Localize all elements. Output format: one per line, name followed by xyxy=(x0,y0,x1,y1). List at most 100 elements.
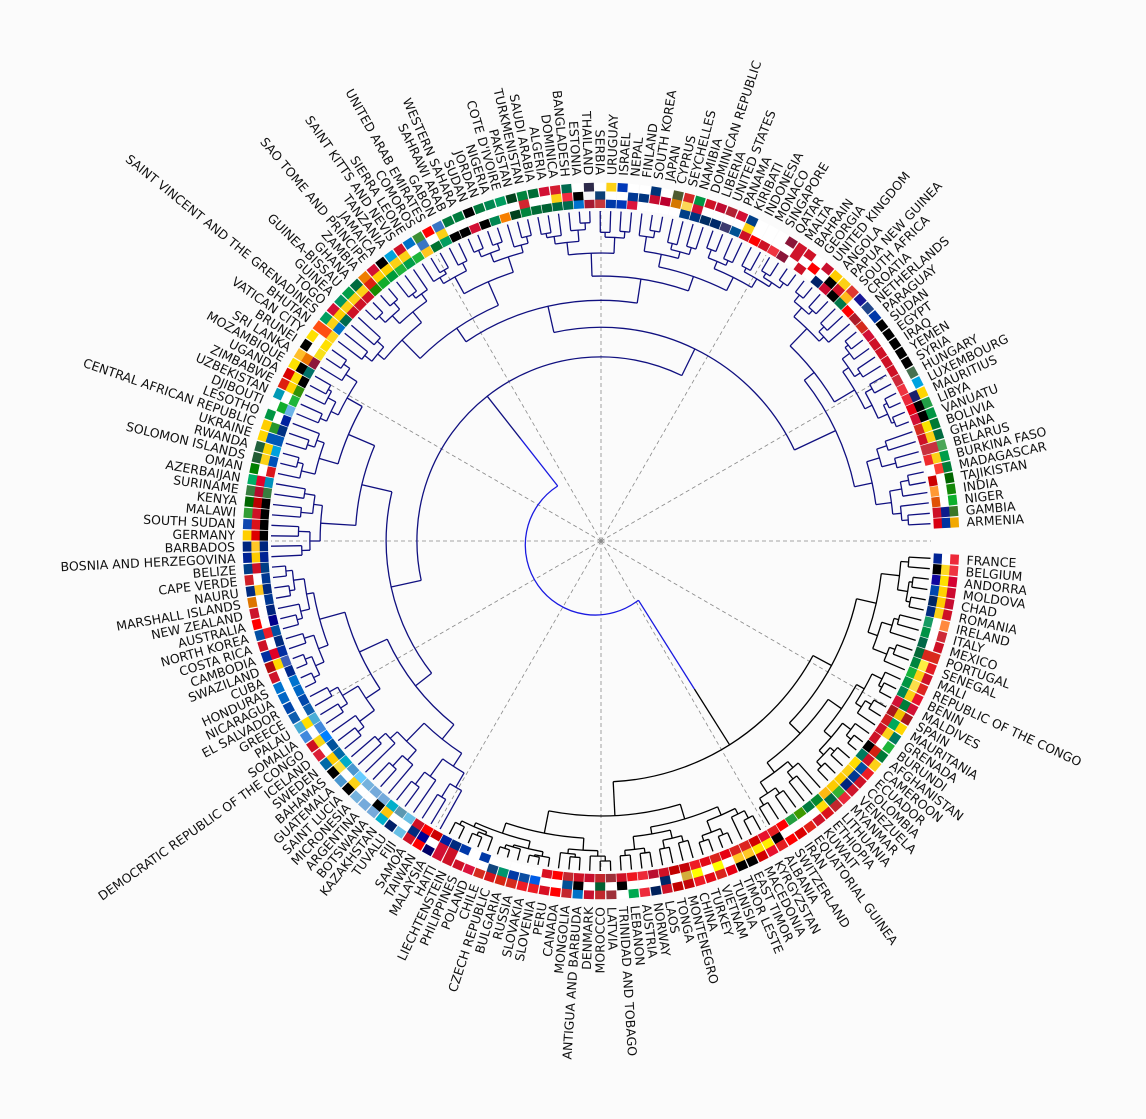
flag-stripe xyxy=(572,191,584,201)
branch-arc xyxy=(706,807,736,822)
flag-stripe xyxy=(249,462,260,475)
flag-algeria xyxy=(538,186,553,214)
flag-stripe xyxy=(693,195,706,207)
flag-stripe xyxy=(935,596,947,609)
flag-stripe xyxy=(562,200,574,211)
flag-ghana xyxy=(917,428,945,446)
flag-nauru xyxy=(245,583,273,597)
branch-arc xyxy=(872,622,883,649)
branch-segment xyxy=(824,762,836,774)
flag-stripe xyxy=(627,192,639,202)
flag-stripe xyxy=(452,859,465,872)
flag-stripe xyxy=(784,256,798,269)
flag-stripe xyxy=(605,873,617,883)
flag-equatorial-guinea xyxy=(793,806,817,834)
branch-segment xyxy=(786,771,794,780)
branch-arc xyxy=(337,381,358,416)
flag-stripe xyxy=(334,774,348,788)
flag-stripe xyxy=(325,330,339,344)
leaf-label-japan: JAPAN xyxy=(662,144,684,184)
branch-segment xyxy=(612,781,616,816)
root-link xyxy=(637,599,695,690)
branch-segment xyxy=(768,282,773,287)
branch-segment xyxy=(854,482,873,488)
branch-segment xyxy=(452,752,463,767)
flag-stripe xyxy=(937,586,948,598)
flag-stripe xyxy=(255,595,266,607)
flag-stripe xyxy=(888,731,902,745)
branch-arc xyxy=(847,734,855,744)
flag-stripe xyxy=(661,883,673,894)
flag-stripe xyxy=(775,839,789,852)
flag-stripe xyxy=(932,507,942,519)
flag-stripe xyxy=(273,634,285,648)
flag-botswana xyxy=(366,792,391,819)
flag-stripe xyxy=(251,451,263,464)
branch-segment xyxy=(329,686,339,693)
branch-arc xyxy=(326,401,337,422)
flag-stripe xyxy=(332,321,346,336)
branch-segment xyxy=(857,356,876,370)
flag-stripe xyxy=(801,268,816,282)
flag-stripe xyxy=(917,433,929,446)
flag-stripe xyxy=(347,776,361,790)
branch-segment xyxy=(856,598,877,604)
flag-stripe xyxy=(244,574,255,586)
flag-stripe xyxy=(924,430,937,444)
flag-stripe xyxy=(771,237,785,251)
branch-arc xyxy=(560,851,576,855)
flag-germany xyxy=(242,530,269,541)
flag-stripe xyxy=(784,236,798,249)
branch-segment xyxy=(908,566,930,570)
flag-stripe xyxy=(552,201,564,212)
flag-stripe xyxy=(431,220,445,233)
flag-stripe xyxy=(244,496,255,508)
flag-malta xyxy=(784,242,808,269)
branch-segment xyxy=(537,857,541,866)
flag-finland xyxy=(637,184,651,212)
flag-stripe xyxy=(251,541,260,552)
leaf-label-denmark: DENMARK xyxy=(579,906,596,970)
leaf-label-austria: AUSTRIA xyxy=(639,903,661,959)
flag-stripe xyxy=(573,199,585,210)
flag-stripe xyxy=(394,805,408,819)
flag-honduras xyxy=(272,674,301,695)
flag-stripe xyxy=(916,683,929,696)
branch-segment xyxy=(759,798,765,806)
flag-stripe xyxy=(361,778,375,792)
flag-stripe xyxy=(251,552,261,563)
flag-stripe xyxy=(704,871,717,884)
flag-stripe xyxy=(793,262,807,276)
flag-stripe xyxy=(259,541,269,552)
flag-kenya xyxy=(244,496,271,510)
flag-stripe xyxy=(605,882,617,891)
branch-segment xyxy=(726,277,734,291)
branch-segment xyxy=(897,623,919,631)
branch-segment xyxy=(701,835,705,842)
branch-segment xyxy=(706,820,712,833)
flag-stripe xyxy=(507,869,520,881)
branch-segment xyxy=(854,722,870,735)
flag-stripe xyxy=(355,784,369,798)
flag-stripe xyxy=(793,806,807,820)
flag-stripe xyxy=(262,487,273,499)
flag-stripe xyxy=(302,366,315,380)
flag-micronesia xyxy=(349,778,375,804)
branch-segment xyxy=(717,836,724,848)
flag-tajikistan xyxy=(927,472,955,487)
flag-stripe xyxy=(280,654,292,668)
flag-stripe xyxy=(853,293,867,307)
branch-segment xyxy=(414,771,426,785)
flag-stripe xyxy=(617,889,628,899)
flag-stripe xyxy=(680,870,693,882)
branch-segment xyxy=(320,522,356,527)
branch-segment xyxy=(713,261,718,269)
branch-segment xyxy=(899,614,922,621)
flag-stripe xyxy=(815,800,829,814)
flag-stripe xyxy=(886,364,899,378)
flag-stripe xyxy=(606,182,617,192)
branch-segment xyxy=(527,840,531,849)
flag-stripe xyxy=(268,398,281,411)
flag-niger xyxy=(931,494,958,508)
leaf-label-morocco: MOROCCO xyxy=(592,907,607,974)
